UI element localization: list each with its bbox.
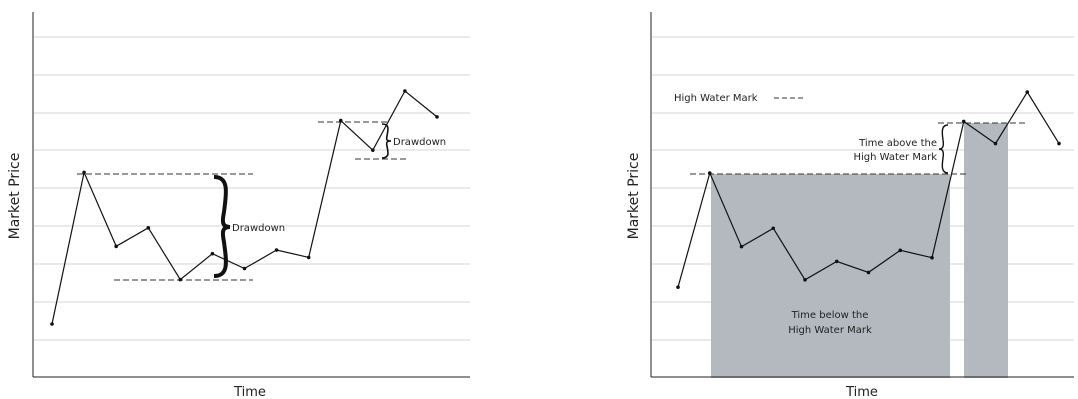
data-point: [435, 115, 439, 119]
data-point: [114, 244, 118, 249]
data-point: [371, 148, 375, 152]
drawdown-chart: Market Price Time Drawdown Drawdown: [7, 12, 470, 399]
data-point: [1025, 90, 1030, 94]
data-point: [50, 322, 54, 326]
data-point: [803, 278, 807, 282]
data-point: [993, 141, 998, 146]
price-series-line: [51, 90, 438, 325]
time-below-label-1: Time below the: [791, 310, 869, 321]
time-above-label-1: Time above the: [858, 138, 937, 149]
data-point: [676, 285, 680, 289]
below-hwm-region-2: [964, 123, 1008, 378]
data-point: [178, 277, 183, 282]
grid-lines: [34, 36, 470, 341]
drawdown-brace-large: [213, 175, 231, 278]
x-axis-label: Time: [233, 385, 266, 399]
data-point: [242, 266, 247, 271]
time-below-label-2: High Water Mark: [788, 325, 872, 336]
data-point: [403, 89, 407, 93]
time-above-label-2: High Water Mark: [853, 152, 937, 163]
data-point: [898, 248, 903, 253]
data-point: [771, 226, 776, 231]
data-point: [210, 251, 215, 256]
data-point: [306, 255, 311, 260]
data-point: [866, 270, 871, 275]
data-point: [930, 255, 934, 260]
y-axis-label: Market Price: [7, 153, 23, 240]
data-point: [274, 248, 279, 252]
data-point: [338, 118, 343, 123]
price-series-points: [50, 89, 439, 326]
data-point: [707, 171, 712, 175]
data-point: [1057, 141, 1061, 146]
data-point: [146, 226, 151, 230]
data-point: [82, 170, 86, 175]
x-axis-label: Time: [845, 385, 878, 399]
data-point: [834, 259, 839, 264]
y-axis-label: Market Price: [626, 153, 642, 240]
data-point: [961, 119, 966, 124]
legend-label: High Water Mark: [674, 93, 758, 104]
below-hwm-region: [711, 174, 950, 378]
high-water-mark-chart: Market Price Time High Water Mark Time a…: [626, 12, 1074, 399]
price-series-points: [676, 90, 1061, 289]
data-point: [739, 244, 744, 249]
drawdown-label-large: Drawdown: [232, 223, 285, 234]
time-above-brace: [938, 124, 949, 174]
drawdown-brace-small: [381, 123, 392, 159]
drawdown-label-small: Drawdown: [393, 137, 446, 148]
